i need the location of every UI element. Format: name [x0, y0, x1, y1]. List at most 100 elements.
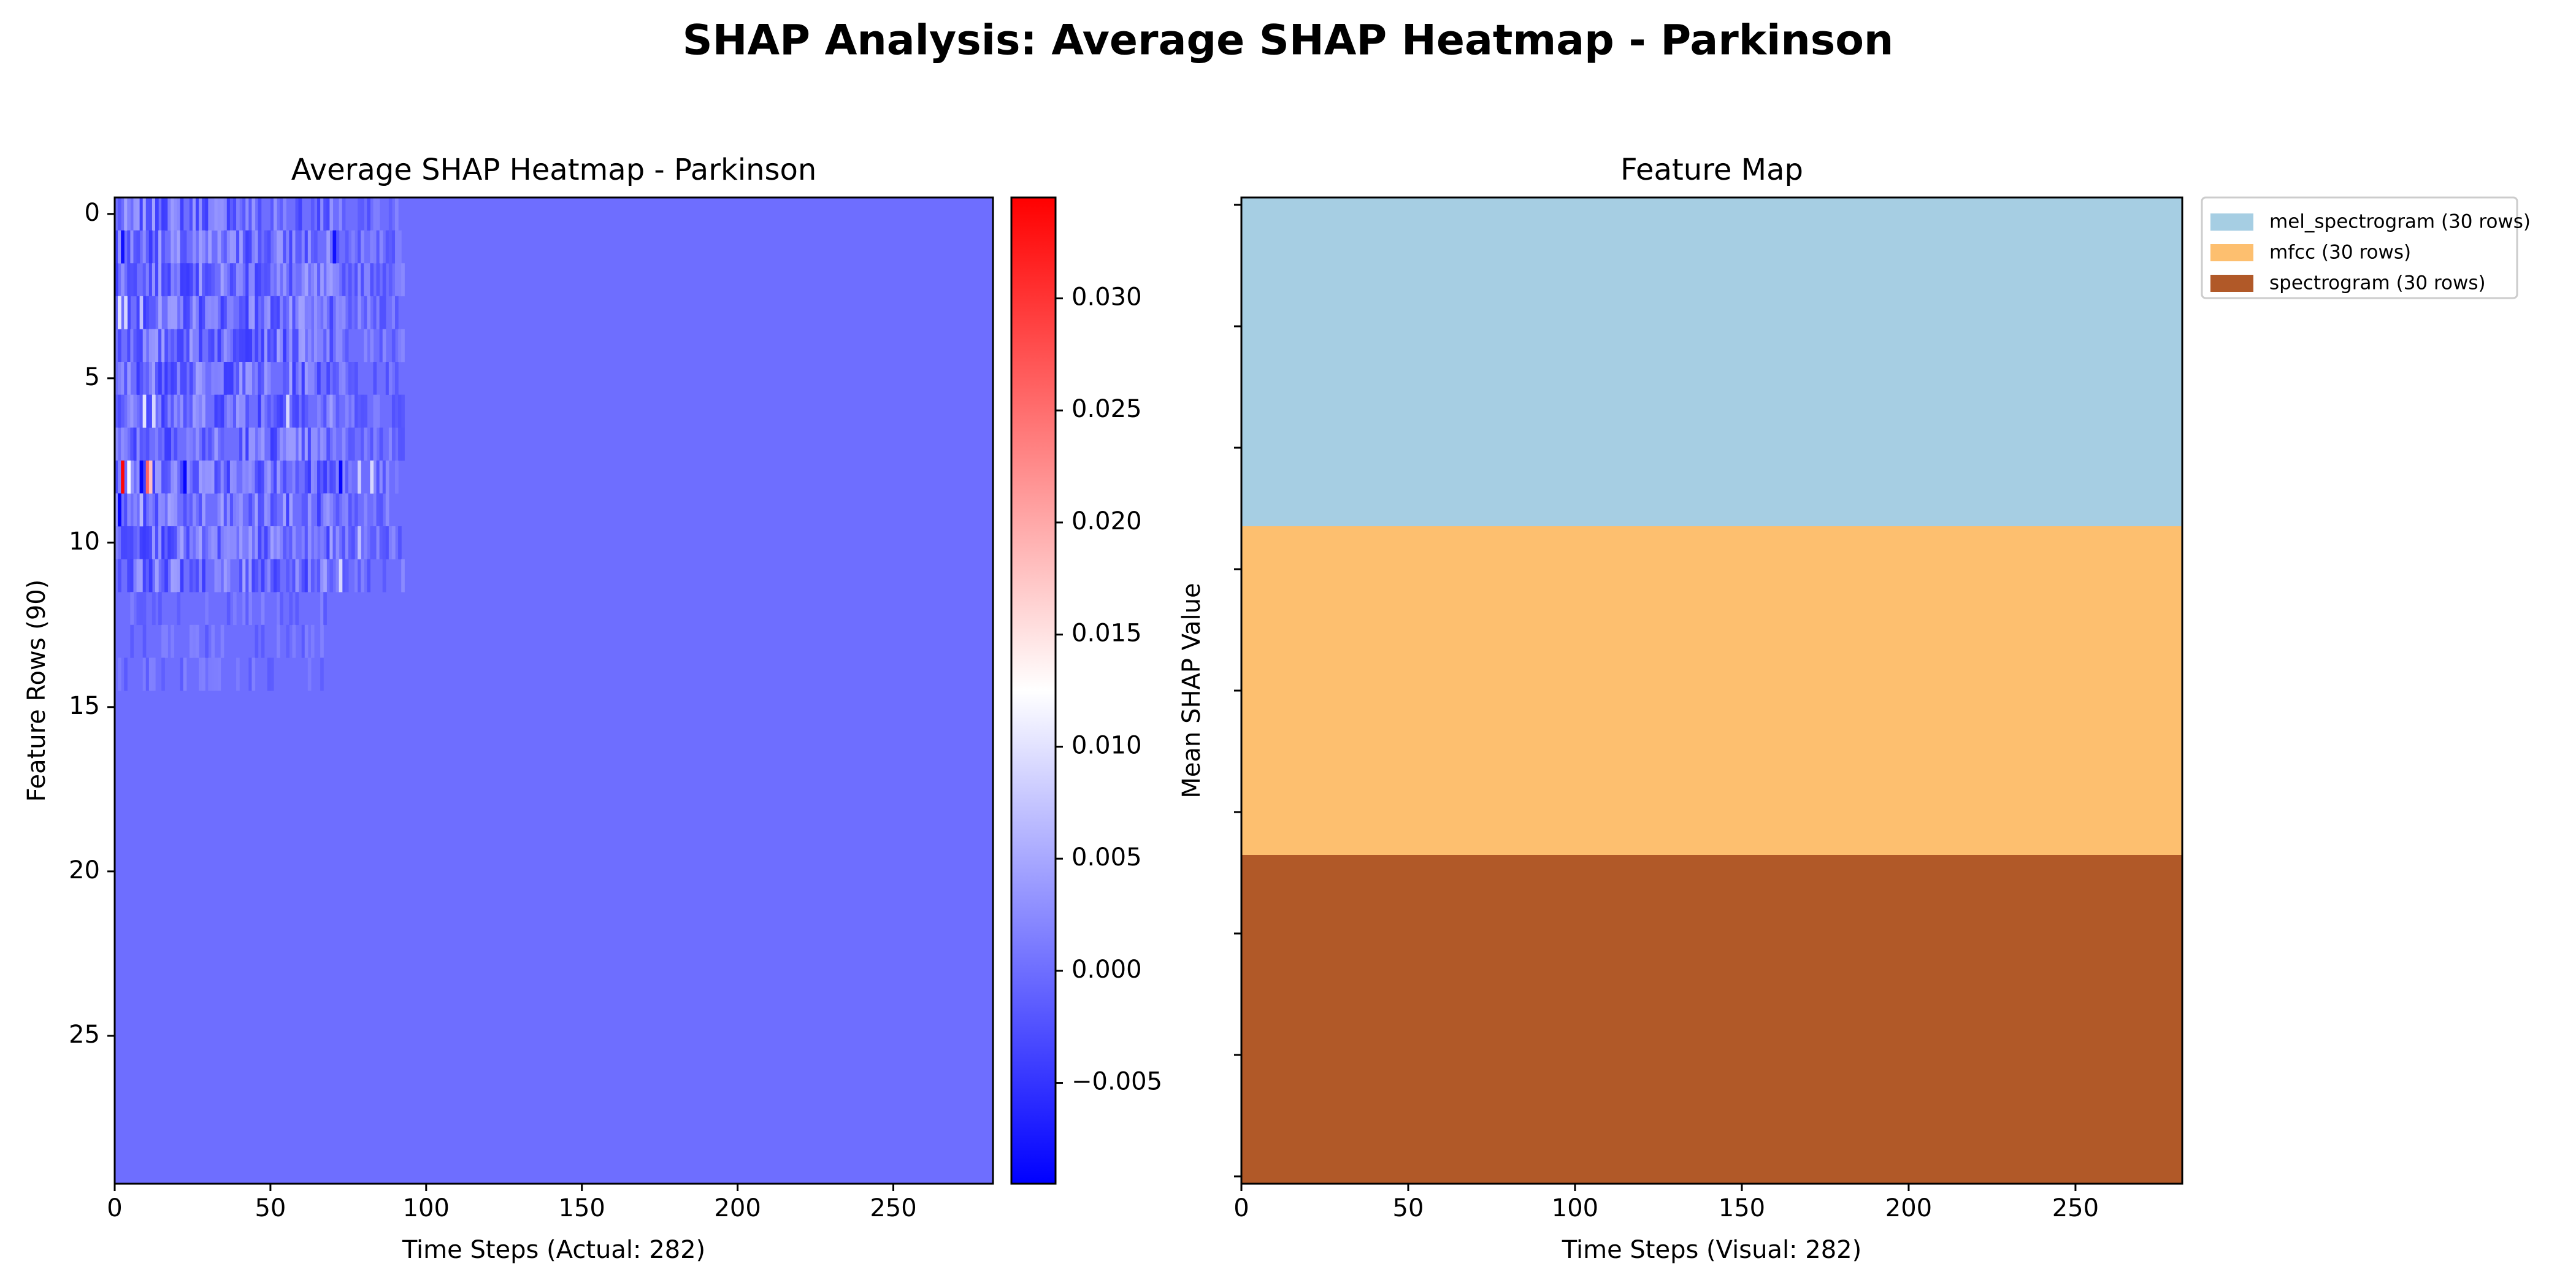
heatmap-cell — [121, 263, 125, 297]
heatmap-cell — [273, 394, 277, 428]
heatmap-cell — [295, 230, 299, 264]
heatmap-cell — [202, 362, 205, 395]
heatmap-cell — [376, 394, 380, 428]
heatmap-cell — [115, 460, 118, 494]
heatmap-cell — [385, 362, 389, 395]
feature-map-x-tick-label: 50 — [1393, 1194, 1424, 1222]
heatmap-cell — [355, 362, 358, 395]
heatmap-cell — [283, 230, 286, 264]
heatmap-cell — [186, 460, 190, 494]
heatmap-cell — [329, 559, 334, 592]
heatmap-cell — [264, 329, 268, 362]
heatmap-cell — [242, 197, 246, 231]
feature-band — [1241, 855, 2182, 1184]
heatmap-cell — [261, 296, 265, 329]
heatmap-cell — [205, 197, 209, 231]
heatmap-cell — [261, 394, 265, 428]
heatmap-cell — [342, 559, 346, 592]
heatmap-cell — [229, 230, 234, 264]
heatmap-cell — [320, 460, 324, 494]
colorbar-tick-label: 0.010 — [1071, 731, 1142, 759]
heatmap-cell — [220, 394, 224, 428]
heatmap-cell — [118, 657, 121, 691]
heatmap-cell — [189, 493, 193, 527]
heatmap-cell — [326, 526, 330, 559]
heatmap-cell — [388, 526, 393, 559]
heatmap-cell — [310, 427, 315, 461]
heatmap-cell — [164, 624, 168, 658]
heatmap-cell — [220, 362, 224, 395]
heatmap-cell — [180, 263, 184, 297]
heatmap-cell — [335, 559, 340, 592]
heatmap-cell — [242, 394, 246, 428]
heatmap-cell — [351, 394, 355, 428]
heatmap-cell — [379, 427, 383, 461]
feature-map-x-axis-label: Time Steps (Visual: 282) — [1562, 1236, 1861, 1264]
heatmap-cell — [242, 526, 246, 559]
heatmap-cell — [398, 230, 402, 264]
heatmap-cell — [258, 394, 262, 428]
heatmap-cell — [214, 362, 218, 395]
heatmap-cell — [358, 263, 361, 297]
heatmap-cell — [358, 296, 361, 329]
heatmap-x-axis-label: Time Steps (Actual: 282) — [402, 1236, 705, 1264]
heatmap-cell — [364, 296, 367, 329]
heatmap-cell — [239, 263, 243, 297]
heatmap-cell — [326, 394, 330, 428]
heatmap-cell — [217, 493, 221, 527]
colorbar-tick-label: 0.020 — [1071, 507, 1142, 535]
heatmap-cell — [145, 362, 150, 395]
heatmap-cell — [202, 296, 205, 329]
heatmap-cell — [398, 329, 402, 362]
heatmap-cell — [248, 329, 253, 362]
heatmap-cell — [289, 263, 293, 297]
heatmap-cell — [283, 526, 286, 559]
heatmap-cell — [167, 427, 172, 461]
heatmap-cell — [148, 329, 153, 362]
heatmap-cell — [342, 362, 346, 395]
heatmap-panel: Average SHAP Heatmap - Parkinson 0 50 100 1… — [23, 153, 994, 1264]
heatmap-cell — [223, 559, 228, 592]
heatmap-cell — [382, 263, 386, 297]
heatmap-cell — [161, 263, 165, 297]
heatmap-cell — [401, 559, 405, 592]
heatmap-cell — [171, 197, 175, 231]
heatmap-cell — [226, 559, 231, 592]
heatmap-cell — [167, 263, 172, 297]
heatmap-cell — [273, 329, 277, 362]
heatmap-cell — [180, 362, 184, 395]
heatmap-cell — [164, 526, 168, 559]
colorbar-tick-label: 0.015 — [1071, 619, 1142, 648]
heatmap-cell — [342, 493, 346, 527]
heatmap-cell — [261, 624, 265, 658]
feature-map-x-tick-label: 150 — [1719, 1194, 1765, 1222]
heatmap-cell — [196, 296, 199, 329]
heatmap-cell — [136, 230, 140, 264]
heatmap-cell — [121, 427, 125, 461]
heatmap-cell — [161, 493, 165, 527]
heatmap-cell — [376, 526, 380, 559]
heatmap-cell — [335, 296, 340, 329]
heatmap-cell — [130, 559, 134, 592]
heatmap-cell — [348, 296, 352, 329]
heatmap-cell — [174, 460, 178, 494]
heatmap-cell — [332, 263, 337, 297]
heatmap-cell — [326, 263, 330, 297]
heatmap-cell — [158, 526, 162, 559]
heatmap-cell — [313, 460, 318, 494]
heatmap-cell — [367, 197, 370, 231]
heatmap-cell — [183, 362, 187, 395]
legend: mel_spectrogram (30 rows) mfcc (30 rows) s… — [2201, 196, 2531, 299]
heatmap-cell — [277, 559, 280, 592]
heatmap-cell — [335, 460, 340, 494]
heatmap-cell — [202, 197, 205, 231]
heatmap-cell — [196, 263, 199, 297]
heatmap-cell — [223, 296, 228, 329]
heatmap-cell — [317, 460, 321, 494]
heatmap-cell — [211, 197, 215, 231]
heatmap-cell — [358, 559, 361, 592]
heatmap-cell — [267, 329, 271, 362]
heatmap-cell — [124, 657, 128, 691]
heatmap-cell — [277, 263, 280, 297]
heatmap-cell — [317, 559, 321, 592]
